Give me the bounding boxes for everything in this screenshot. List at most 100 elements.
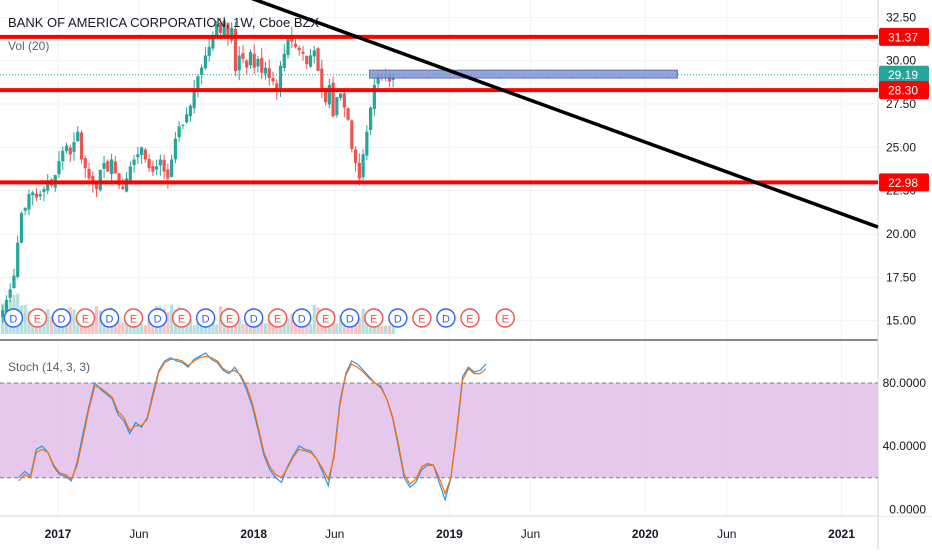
- candle-body: [204, 55, 207, 68]
- candle-body: [114, 161, 117, 173]
- volume-label: Vol (20): [8, 39, 49, 53]
- dividend-marker: D: [52, 309, 70, 327]
- marker-letter: E: [82, 314, 89, 326]
- badge-text: 29.19: [888, 68, 918, 82]
- marker-letter: D: [394, 314, 402, 326]
- candle-body: [343, 93, 346, 107]
- candle-body: [84, 158, 87, 168]
- candle-body: [5, 300, 8, 312]
- marker-letter: E: [178, 314, 185, 326]
- marker-letter: E: [466, 314, 473, 326]
- candle-body: [159, 159, 162, 165]
- candle-body: [80, 132, 83, 159]
- candle-body: [178, 127, 181, 138]
- candle-body: [316, 48, 319, 71]
- candle-body: [365, 132, 368, 156]
- candle-body: [136, 154, 139, 157]
- candle-body: [369, 107, 372, 129]
- marker-letter: E: [226, 314, 233, 326]
- marker-letter: E: [130, 314, 137, 326]
- candle-body: [185, 114, 188, 122]
- candle-body: [354, 150, 357, 163]
- candle-body: [286, 38, 289, 55]
- time-tick-label: 2020: [632, 527, 659, 541]
- marker-letter: E: [370, 314, 377, 326]
- time-tick-label: 2018: [240, 527, 267, 541]
- candle-body: [313, 50, 316, 56]
- time-tick-label: 2019: [436, 527, 463, 541]
- candle-body: [170, 159, 173, 176]
- time-tick-label: Jun: [325, 527, 344, 541]
- candle-body: [268, 68, 271, 78]
- marker-letter: D: [9, 314, 17, 326]
- earnings-marker: E: [125, 309, 143, 327]
- candle-body: [256, 59, 259, 67]
- volume-bar: [309, 324, 312, 334]
- volume-bar: [362, 309, 365, 334]
- earnings-marker: E: [365, 309, 383, 327]
- candle-body: [140, 147, 143, 155]
- earnings-marker: E: [221, 309, 239, 327]
- earnings-marker: E: [496, 309, 514, 327]
- volume-bar: [388, 326, 391, 334]
- volume-bar: [95, 306, 98, 334]
- candle-body: [174, 139, 177, 160]
- earnings-marker: E: [461, 309, 479, 327]
- badge-28-30: 28.30: [879, 81, 929, 99]
- candle-body: [144, 150, 147, 160]
- candle-body: [283, 54, 286, 68]
- candle-body: [155, 166, 158, 169]
- candle-body: [102, 163, 105, 169]
- price-tick-label: 17.50: [886, 270, 916, 284]
- dividend-marker: D: [197, 309, 215, 327]
- marker-letter: D: [442, 314, 450, 326]
- volume-bar: [380, 326, 383, 334]
- candle-body: [129, 166, 132, 180]
- volume-bar: [335, 323, 338, 334]
- candle-body: [61, 151, 64, 161]
- volume-bar: [117, 321, 120, 334]
- zone-box[interactable]: [370, 70, 678, 78]
- candle-body: [241, 53, 244, 59]
- candle-body: [358, 163, 361, 179]
- candle-body: [166, 169, 169, 178]
- marker-letter: D: [346, 314, 354, 326]
- candle-body: [320, 68, 323, 90]
- candle-body: [245, 60, 248, 67]
- candle-body: [328, 85, 331, 105]
- marker-letter: D: [57, 314, 65, 326]
- dividend-marker: D: [149, 309, 167, 327]
- candle-body: [200, 68, 203, 75]
- badge-text: 22.98: [888, 176, 918, 190]
- candle-body: [12, 276, 15, 288]
- dividend-marker: D: [101, 309, 119, 327]
- candle-body: [305, 56, 308, 64]
- stoch-label: Stoch (14, 3, 3): [8, 360, 90, 374]
- dividend-marker: D: [4, 309, 22, 327]
- volume-bar: [313, 305, 316, 334]
- badge-text: 31.37: [888, 30, 918, 44]
- earnings-marker: E: [173, 309, 191, 327]
- price-tick-label: 30.00: [886, 54, 916, 68]
- candle-body: [148, 159, 151, 168]
- stoch-tick-label: 0.0000: [889, 502, 926, 516]
- candle-body: [99, 170, 102, 190]
- candle-body: [309, 55, 312, 66]
- marker-letter: E: [322, 314, 329, 326]
- price-axis[interactable]: 32.5030.0027.5025.0022.5020.0017.5015.00…: [879, 0, 932, 516]
- candle-body: [362, 154, 365, 177]
- candle-body: [189, 106, 192, 116]
- marker-letter: D: [298, 314, 306, 326]
- volume-bar: [264, 323, 267, 334]
- candle-body: [339, 94, 342, 98]
- time-tick-label: Jun: [521, 527, 540, 541]
- candle-body: [20, 213, 23, 243]
- candle-body: [42, 189, 45, 192]
- candle-body: [95, 184, 98, 189]
- candle-body: [76, 132, 79, 142]
- candle-body: [69, 148, 72, 155]
- candle-body: [346, 108, 349, 119]
- marker-letter: E: [502, 314, 509, 326]
